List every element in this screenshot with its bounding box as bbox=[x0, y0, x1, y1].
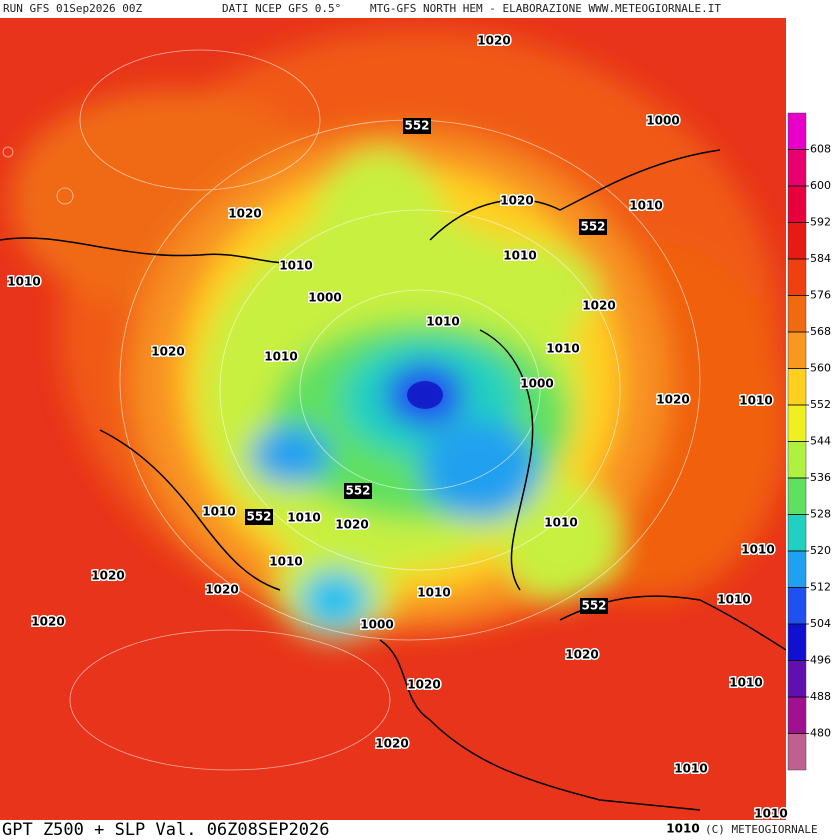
colorbar: 608 600 592 584 576 568 560 552 544 536 528 520 512 5… bbox=[787, 112, 831, 771]
footer-title: GPT Z500 + SLP Val. 06Z08SEP2026 bbox=[2, 820, 330, 840]
isobar-label: 1020 bbox=[375, 737, 408, 751]
colorbar-label: 576 bbox=[810, 289, 831, 302]
isobar-label: 1010 bbox=[739, 394, 772, 408]
colorbar-label: 584 bbox=[810, 252, 831, 265]
isobar-label: 1010 bbox=[754, 807, 787, 821]
isobar-label: 1010 bbox=[287, 511, 320, 525]
map-labels: 1020 1000 1020 1020 1010 1010 1010 1010 1000 1020… bbox=[6, 32, 789, 837]
footer-bar bbox=[0, 820, 840, 840]
isobar-label: 1020 bbox=[228, 207, 261, 221]
header-bar bbox=[0, 0, 840, 18]
isobar-label: 1010 bbox=[269, 555, 302, 569]
height-label: 552 bbox=[581, 599, 606, 613]
isobar-label: 1010 bbox=[503, 249, 536, 263]
height-label-box bbox=[245, 509, 273, 525]
copyright: (C) METEOGIORNALE bbox=[705, 823, 818, 836]
isobar-label: 1010 bbox=[717, 593, 750, 607]
isobar-label: 1020 bbox=[151, 345, 184, 359]
colorbar-label: 488 bbox=[810, 690, 831, 703]
colorbar-swatch bbox=[787, 112, 807, 150]
isobar-label: 1020 bbox=[565, 648, 598, 662]
colorbar-label: 512 bbox=[810, 581, 831, 594]
isobar-label: 1010 bbox=[546, 342, 579, 356]
isobar-label: 1010 bbox=[417, 586, 450, 600]
colorbar-label: 592 bbox=[810, 216, 831, 229]
isobar-label: 1020 bbox=[407, 678, 440, 692]
isobar-label: 1010 bbox=[674, 762, 707, 776]
isobar-label: 1010 bbox=[426, 315, 459, 329]
colorbar-swatch bbox=[787, 550, 807, 588]
height-label-box bbox=[579, 219, 607, 235]
colorbar-label: 568 bbox=[810, 325, 831, 338]
source-label: DATI NCEP GFS 0.5° bbox=[222, 2, 341, 15]
colorbar-swatch bbox=[787, 258, 807, 296]
colorbar-label: 544 bbox=[810, 435, 831, 448]
isobar-label: 1010 bbox=[741, 543, 774, 557]
isobar-label: 1010 bbox=[629, 199, 662, 213]
isobar-label: 1000 bbox=[520, 377, 553, 391]
product-label: MTG-GFS NORTH HEM - ELABORAZIONE WWW.MET… bbox=[370, 2, 721, 15]
isobar-label: 1020 bbox=[477, 34, 510, 48]
isobar-label: 1020 bbox=[500, 194, 533, 208]
colorbar-swatch bbox=[787, 185, 807, 223]
isobar-label: 1000 bbox=[646, 114, 679, 128]
height-label-box bbox=[403, 118, 431, 134]
colorbar-swatch bbox=[787, 696, 807, 734]
isobar-label: 1010 bbox=[666, 822, 699, 836]
isobar-label: 1020 bbox=[91, 569, 124, 583]
isobar-label: 1020 bbox=[656, 393, 689, 407]
colorbar-swatch bbox=[787, 404, 807, 442]
height-label: 552 bbox=[404, 119, 429, 133]
height-label-box bbox=[580, 598, 608, 614]
height-label: 552 bbox=[246, 510, 271, 524]
height-label-box bbox=[344, 483, 372, 499]
colorbar-swatch bbox=[787, 477, 807, 515]
colorbar-swatch bbox=[787, 149, 807, 187]
colorbar-swatch bbox=[787, 733, 807, 771]
colorbar-label: 560 bbox=[810, 362, 831, 375]
colorbar-swatch bbox=[787, 587, 807, 625]
colorbar-label: 536 bbox=[810, 471, 831, 484]
colorbar-label: 496 bbox=[810, 654, 831, 667]
colorbar-swatch bbox=[787, 295, 807, 333]
isobar-label: 1000 bbox=[360, 618, 393, 632]
colorbar-swatch bbox=[787, 331, 807, 369]
colorbar-label: 520 bbox=[810, 544, 831, 557]
isobar-label: 1020 bbox=[335, 518, 368, 532]
colorbar-swatch bbox=[787, 623, 807, 661]
isobar-label: 1010 bbox=[729, 676, 762, 690]
height-label: 552 bbox=[345, 484, 370, 498]
isobar-label: 1020 bbox=[582, 299, 615, 313]
colorbar-swatch bbox=[787, 514, 807, 552]
isobar-label: 1020 bbox=[31, 615, 64, 629]
isobar-label: 1010 bbox=[7, 275, 40, 289]
colorbar-label: 528 bbox=[810, 508, 831, 521]
run-label: RUN GFS 01Sep2026 00Z bbox=[3, 2, 142, 15]
height-label: 552 bbox=[580, 220, 605, 234]
colorbar-swatch bbox=[787, 222, 807, 260]
isobar-label: 1010 bbox=[264, 350, 297, 364]
colorbar-label: 608 bbox=[810, 143, 831, 156]
colorbar-swatch bbox=[787, 368, 807, 406]
map-field bbox=[0, 18, 786, 820]
colorbar-label: 600 bbox=[810, 179, 831, 192]
isobar-label: 1010 bbox=[544, 516, 577, 530]
colorbar-label: 504 bbox=[810, 617, 831, 630]
colorbar-label: 552 bbox=[810, 398, 831, 411]
colorbar-label: 480 bbox=[810, 727, 831, 740]
isobar-label: 1010 bbox=[202, 505, 235, 519]
isobar-label: 1020 bbox=[205, 583, 238, 597]
isobar-label: 1000 bbox=[308, 291, 341, 305]
colorbar-swatch bbox=[787, 441, 807, 479]
colorbar-swatch bbox=[787, 660, 807, 698]
isobar-label: 1010 bbox=[279, 259, 312, 273]
